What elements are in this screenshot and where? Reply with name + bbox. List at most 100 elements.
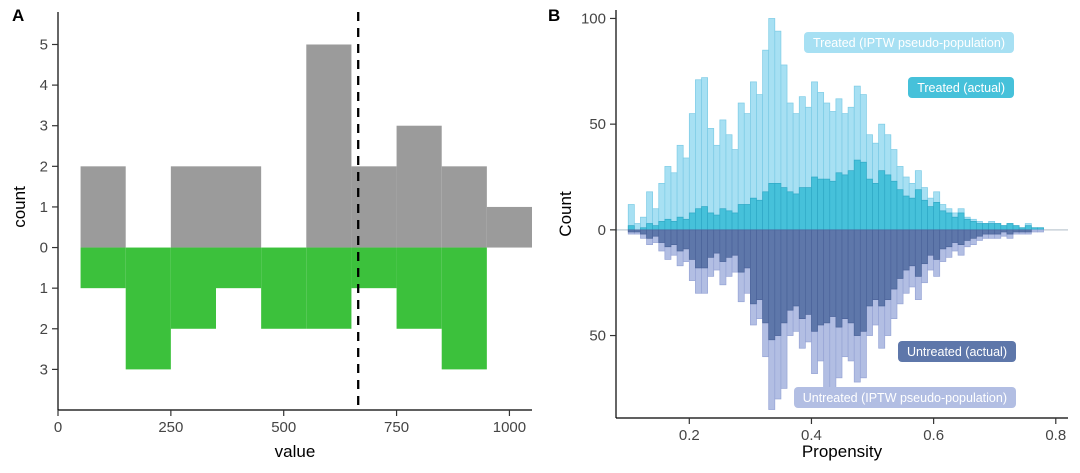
panel-b-y-axis-title: Count — [556, 191, 575, 237]
treated_actual-bar — [798, 187, 806, 231]
treated_actual-bar — [805, 187, 812, 231]
untreated_actual-bar — [896, 229, 904, 279]
x-tick-label: 500 — [271, 419, 296, 436]
treated_actual-bar — [859, 161, 867, 231]
treated_actual-bar — [951, 216, 959, 231]
treated_actual-bar — [756, 199, 763, 231]
treated_actual-bar — [963, 218, 971, 231]
untreated_actual-bar — [957, 229, 965, 246]
untreated_actual-bar — [969, 229, 977, 239]
treated_actual-bar — [939, 210, 947, 231]
x-tick-label: 0.2 — [679, 427, 700, 444]
y-tick-label: 2 — [40, 158, 48, 175]
treated_actual-bar — [829, 180, 837, 231]
treated_actual-bar — [988, 223, 996, 231]
y-tick-label: 1 — [40, 280, 48, 297]
untreated_actual-bar — [688, 229, 696, 260]
untreated_actual-bar — [914, 229, 922, 277]
treated_actual-bar — [969, 221, 977, 231]
treated_actual-bar — [908, 197, 916, 231]
treated_actual-bar — [664, 218, 672, 231]
treated_actual-bar — [701, 206, 708, 231]
treated_actual-bar — [780, 187, 788, 231]
treated_actual-bar — [719, 208, 727, 231]
treated_actual-bar — [945, 212, 953, 231]
untreated_actual-bar — [633, 229, 641, 233]
untreated_actual-bar — [1024, 229, 1032, 233]
y-tick-label: 50 — [589, 116, 606, 133]
x-tick-label: 250 — [158, 419, 183, 436]
untreated_actual-bar — [786, 229, 794, 311]
treated_actual-bar — [890, 180, 898, 231]
treated_actual-bar — [1000, 225, 1008, 231]
panel-a-y-axis-title: count — [10, 186, 29, 228]
y-tick-label: 0 — [598, 222, 606, 239]
treated_actual-bar — [743, 204, 751, 231]
treated_actual-bar — [933, 202, 941, 231]
untreated_actual-bar — [951, 229, 959, 243]
y-tick-label: 50 — [589, 328, 606, 345]
upper_histogram-bar — [170, 166, 216, 248]
treated_actual-bar — [750, 197, 757, 231]
treated_actual-bar — [731, 212, 739, 231]
untreated_actual-bar — [798, 229, 806, 319]
treated_actual-bar — [835, 172, 843, 231]
lower_histogram-bar — [80, 247, 126, 289]
untreated_actual-bar — [701, 229, 708, 269]
x-tick-label: 750 — [384, 419, 409, 436]
treated_actual-bar — [982, 223, 989, 231]
untreated_actual-bar — [768, 229, 776, 341]
untreated_actual-bar — [921, 229, 928, 265]
untreated_actual-bar — [939, 229, 947, 250]
panel-a-letter: A — [12, 6, 25, 25]
untreated_actual-bar — [817, 229, 825, 326]
untreated_actual-bar — [976, 229, 983, 237]
untreated_actual-bar — [823, 229, 831, 324]
untreated_actual-bar — [902, 229, 910, 271]
treated_actual-bar — [695, 208, 702, 231]
lower_histogram-bar — [216, 247, 262, 289]
treated_actual-bar — [707, 212, 715, 231]
x-tick-label: 0.6 — [923, 427, 944, 444]
untreated_actual-bar — [859, 229, 867, 332]
untreated_actual-bar — [658, 229, 666, 243]
y-tick-label: 2 — [40, 321, 48, 338]
panel-a-mirror-histogram: A 0 250 500 750 1000 5 4 3 2 1 0 1 2 3 count value — [10, 6, 532, 461]
lower_histogram-bar — [170, 247, 216, 329]
treated_actual-bar — [994, 223, 1002, 231]
legend-badge-untreated-actual: Untreated (actual) — [897, 341, 1016, 363]
untreated_actual-bar — [792, 229, 800, 307]
treated_actual-bar — [762, 191, 770, 231]
upper_histogram-bar — [216, 166, 262, 248]
upper_histogram-bar — [306, 44, 352, 248]
lower_histogram-bar — [261, 247, 307, 329]
panel-b-mirror-histogram: B 0.2 0.4 0.6 0.8 100 50 0 50 Count Propensity … — [540, 0, 1080, 473]
treated_iptw-bar — [633, 223, 641, 231]
untreated_actual-bar — [847, 229, 855, 324]
treated_actual-bar — [866, 178, 873, 231]
untreated_actual-bar — [670, 229, 678, 246]
panel-b-letter: B — [548, 6, 561, 25]
untreated_actual-bar — [963, 229, 971, 241]
panel-a-plot: 0 250 500 750 1000 5 4 3 2 1 0 1 2 3 — [40, 12, 532, 436]
untreated_actual-bar — [988, 229, 996, 235]
untreated_actual-bar — [1018, 229, 1026, 233]
untreated_actual-bar — [908, 229, 916, 267]
untreated_actual-bar — [994, 229, 1002, 235]
untreated_actual-bar — [780, 229, 788, 324]
untreated_actual-bar — [695, 229, 702, 269]
treated_actual-bar — [811, 176, 818, 231]
untreated_actual-bar — [652, 229, 660, 237]
legend-badge-treated-actual: Treated (actual) — [908, 77, 1014, 99]
untreated_actual-bar — [872, 229, 879, 300]
untreated_actual-bar — [890, 229, 898, 290]
treated_actual-bar — [792, 193, 800, 231]
x-tick-label: 0 — [54, 419, 62, 436]
treated_actual-bar — [841, 174, 849, 231]
untreated_actual-bar — [933, 229, 941, 260]
untreated_actual-bar — [743, 229, 751, 269]
untreated_actual-bar — [829, 229, 837, 317]
untreated_actual-bar — [719, 229, 727, 262]
untreated_actual-bar — [627, 229, 635, 233]
y-tick-label: 3 — [40, 361, 48, 378]
